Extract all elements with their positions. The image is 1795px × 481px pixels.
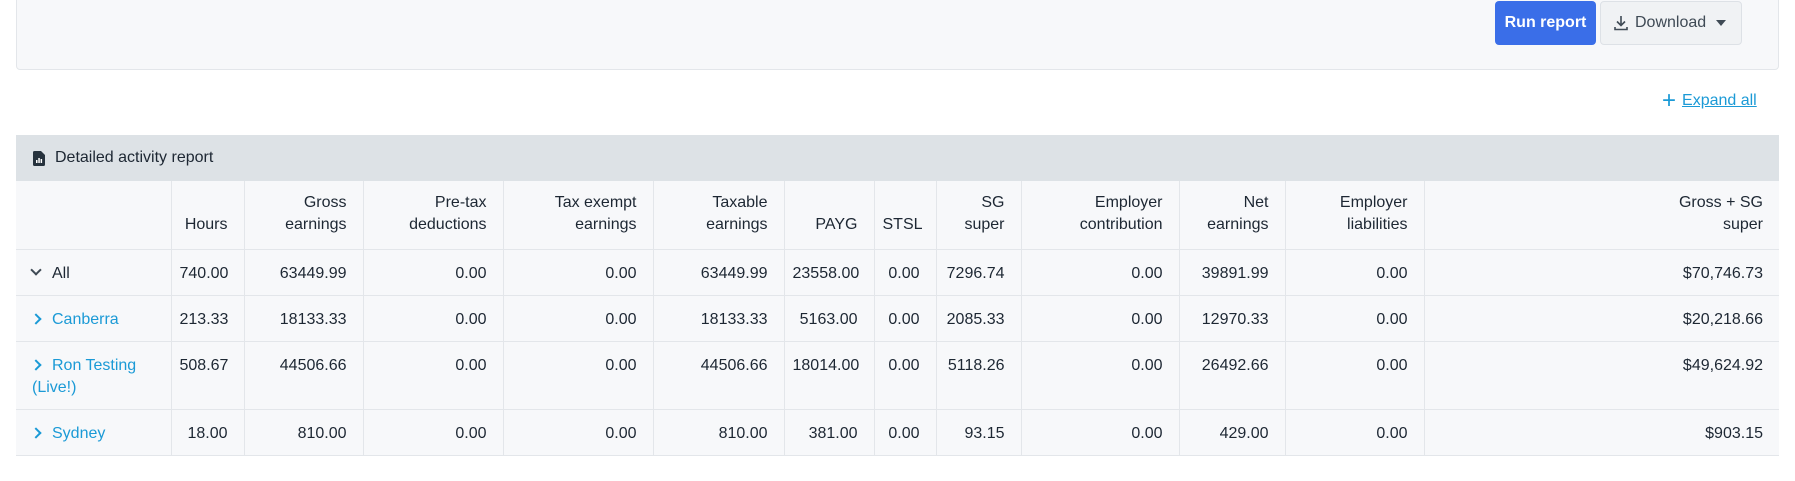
cell-net: 12970.33 bbox=[1179, 295, 1286, 342]
cell-empliab: 0.00 bbox=[1285, 249, 1425, 296]
cell-gross: 810.00 bbox=[244, 409, 364, 456]
column-header-gross-earnings: Gross earnings bbox=[244, 181, 364, 250]
run-report-button[interactable]: Run report bbox=[1495, 1, 1596, 45]
cell-gross: 63449.99 bbox=[244, 249, 364, 296]
cell-taxable: 63449.99 bbox=[653, 249, 785, 296]
cell-pretax: 0.00 bbox=[363, 341, 504, 410]
column-header-gross-sg-super: Gross + SG super bbox=[1424, 181, 1779, 250]
cell-empliab: 0.00 bbox=[1285, 409, 1425, 456]
row-name-ron-testing[interactable]: Ron Testing (Live!) bbox=[16, 341, 172, 410]
report-title: Detailed activity report bbox=[55, 149, 214, 166]
expand-all-label: Expand all bbox=[1682, 92, 1757, 109]
cell-grosssg: $20,218.66 bbox=[1424, 295, 1779, 342]
column-header-sg-super: SG super bbox=[936, 181, 1022, 250]
cell-taxable: 18133.33 bbox=[653, 295, 785, 342]
download-button[interactable]: Download bbox=[1600, 1, 1742, 45]
cell-pretax: 0.00 bbox=[363, 249, 504, 296]
cell-net: 39891.99 bbox=[1179, 249, 1286, 296]
cell-pretax: 0.00 bbox=[363, 409, 504, 456]
cell-gross: 18133.33 bbox=[244, 295, 364, 342]
cell-taxexempt: 0.00 bbox=[503, 409, 654, 456]
column-header-stsl: STSL bbox=[874, 181, 937, 250]
expand-all-link[interactable]: + Expand all bbox=[1662, 87, 1757, 114]
report-filter-panel: Run report Download bbox=[16, 0, 1779, 70]
report-table: Hours Gross earnings Pre-tax deductions Ta… bbox=[16, 181, 1779, 456]
cell-hours: 213.33 bbox=[171, 295, 245, 342]
report-document-icon bbox=[33, 150, 45, 166]
cell-stsl: 0.00 bbox=[874, 249, 937, 296]
table-row: Canberra 213.33 18133.33 0.00 0.00 18133… bbox=[16, 295, 1779, 342]
cell-empcontrib: 0.00 bbox=[1021, 341, 1180, 410]
cell-taxexempt: 0.00 bbox=[503, 249, 654, 296]
cell-taxable: 810.00 bbox=[653, 409, 785, 456]
cell-stsl: 0.00 bbox=[874, 341, 937, 410]
column-header-net-earnings: Net earnings bbox=[1179, 181, 1286, 250]
cell-payg: 381.00 bbox=[784, 409, 875, 456]
chevron-right-icon[interactable] bbox=[30, 312, 42, 325]
cell-sg: 2085.33 bbox=[936, 295, 1022, 342]
table-row: Ron Testing (Live!) 508.67 44506.66 0.00 … bbox=[16, 341, 1779, 410]
cell-sg: 5118.26 bbox=[936, 341, 1022, 410]
cell-hours: 18.00 bbox=[171, 409, 245, 456]
report-header: Detailed activity report bbox=[16, 135, 1779, 181]
cell-pretax: 0.00 bbox=[363, 295, 504, 342]
cell-taxexempt: 0.00 bbox=[503, 341, 654, 410]
cell-net: 429.00 bbox=[1179, 409, 1286, 456]
cell-grosssg: $70,746.73 bbox=[1424, 249, 1779, 296]
column-header-hours: Hours bbox=[171, 181, 245, 250]
cell-taxexempt: 0.00 bbox=[503, 295, 654, 342]
cell-hours: 508.67 bbox=[171, 341, 245, 410]
cell-sg: 7296.74 bbox=[936, 249, 1022, 296]
column-header-name bbox=[16, 181, 172, 250]
column-header-tax-exempt-earnings: Tax exempt earnings bbox=[503, 181, 654, 250]
column-header-taxable-earnings: Taxable earnings bbox=[653, 181, 785, 250]
cell-sg: 93.15 bbox=[936, 409, 1022, 456]
chevron-down-icon[interactable] bbox=[30, 263, 42, 276]
cell-empcontrib: 0.00 bbox=[1021, 409, 1180, 456]
column-header-employer-liabilities: Employer liabilities bbox=[1285, 181, 1425, 250]
cell-payg: 5163.00 bbox=[784, 295, 875, 342]
chevron-right-icon[interactable] bbox=[30, 426, 42, 439]
cell-grosssg: $49,624.92 bbox=[1424, 341, 1779, 410]
cell-empliab: 0.00 bbox=[1285, 341, 1425, 410]
plus-icon: + bbox=[1662, 87, 1677, 114]
cell-grosssg: $903.15 bbox=[1424, 409, 1779, 456]
table-header-row: Hours Gross earnings Pre-tax deductions Ta… bbox=[16, 181, 1779, 250]
column-header-employer-contribution: Employer contribution bbox=[1021, 181, 1180, 250]
row-name-sydney[interactable]: Sydney bbox=[16, 409, 172, 456]
cell-stsl: 0.00 bbox=[874, 409, 937, 456]
download-icon bbox=[1613, 15, 1629, 31]
caret-down-icon bbox=[1716, 20, 1727, 26]
chevron-right-icon[interactable] bbox=[30, 358, 42, 371]
column-header-pretax-deductions: Pre-tax deductions bbox=[363, 181, 504, 250]
row-name-canberra[interactable]: Canberra bbox=[16, 295, 172, 342]
table-row: All 740.00 63449.99 0.00 0.00 63449.99 2… bbox=[16, 249, 1779, 296]
cell-empcontrib: 0.00 bbox=[1021, 249, 1180, 296]
cell-empliab: 0.00 bbox=[1285, 295, 1425, 342]
download-label: Download bbox=[1635, 14, 1707, 31]
report-table-panel: Detailed activity report Hours Gross earn… bbox=[16, 135, 1779, 456]
cell-net: 26492.66 bbox=[1179, 341, 1286, 410]
cell-taxable: 44506.66 bbox=[653, 341, 785, 410]
cell-gross: 44506.66 bbox=[244, 341, 364, 410]
cell-empcontrib: 0.00 bbox=[1021, 295, 1180, 342]
row-name-all[interactable]: All bbox=[16, 249, 172, 296]
cell-payg: 23558.00 bbox=[784, 249, 875, 296]
cell-payg: 18014.00 bbox=[784, 341, 875, 410]
cell-hours: 740.00 bbox=[171, 249, 245, 296]
column-header-payg: PAYG bbox=[784, 181, 875, 250]
cell-stsl: 0.00 bbox=[874, 295, 937, 342]
table-row: Sydney 18.00 810.00 0.00 0.00 810.00 381… bbox=[16, 409, 1779, 456]
